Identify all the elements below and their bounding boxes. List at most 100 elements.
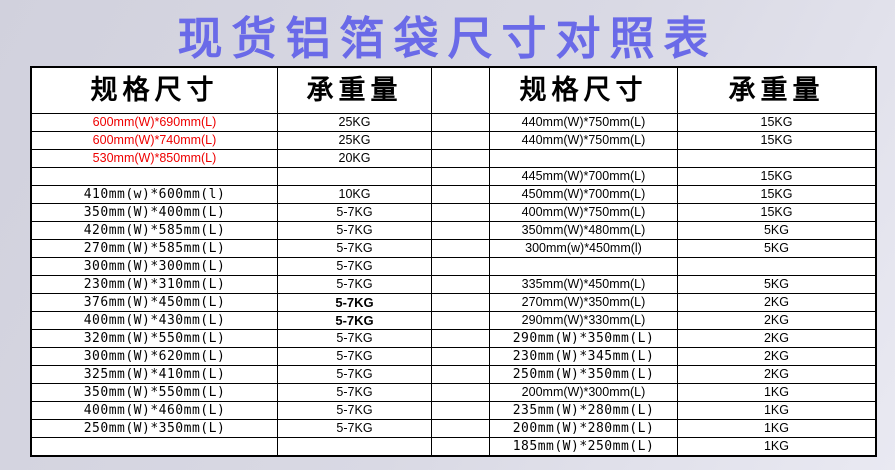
spec-cell-left: 300mm(W)*300mm(L) bbox=[32, 258, 277, 275]
header-weight-left: 承重量 bbox=[278, 68, 431, 113]
header-gap-cell bbox=[432, 68, 489, 113]
gap-cell bbox=[432, 438, 489, 455]
weight-cell-right: 2KG bbox=[678, 312, 875, 329]
spec-cell-left: 400mm(W)*460mm(L) bbox=[32, 402, 277, 419]
gap-cell bbox=[432, 312, 489, 329]
header-spec-left: 规格尺寸 bbox=[32, 68, 277, 113]
spec-cell-right: 440mm(W)*750mm(L) bbox=[490, 114, 677, 131]
weight-cell-right: 15KG bbox=[678, 186, 875, 203]
spec-cell-right bbox=[490, 150, 677, 167]
weight-cell-left: 5-7KG bbox=[278, 276, 431, 293]
gap-cell bbox=[432, 240, 489, 257]
spec-cell-left: 410mm(w)*600mm(l) bbox=[32, 186, 277, 203]
weight-cell-left: 10KG bbox=[278, 186, 431, 203]
spec-cell-left: 600mm(W)*740mm(L) bbox=[32, 132, 277, 149]
spec-cell-left: 270mm(W)*585mm(L) bbox=[32, 240, 277, 257]
weight-cell-left: 5-7KG bbox=[278, 240, 431, 257]
spec-cell-left bbox=[32, 168, 277, 185]
weight-cell-right: 5KG bbox=[678, 222, 875, 239]
weight-cell-right: 2KG bbox=[678, 366, 875, 383]
spec-cell-left: 300mm(W)*620mm(L) bbox=[32, 348, 277, 365]
weight-cell-right: 1KG bbox=[678, 420, 875, 437]
weight-cell-left: 20KG bbox=[278, 150, 431, 167]
spec-cell-left: 250mm(W)*350mm(L) bbox=[32, 420, 277, 437]
gap-cell bbox=[432, 132, 489, 149]
weight-cell-left bbox=[278, 438, 431, 455]
spec-cell-right bbox=[490, 258, 677, 275]
spec-cell-right: 250mm(W)*350mm(L) bbox=[490, 366, 677, 383]
header-weight-right: 承重量 bbox=[678, 68, 875, 113]
spec-cell-right: 270mm(W)*350mm(L) bbox=[490, 294, 677, 311]
weight-cell-left: 5-7KG bbox=[278, 312, 431, 329]
weight-cell-left: 25KG bbox=[278, 114, 431, 131]
weight-cell-right: 1KG bbox=[678, 438, 875, 455]
spec-cell-right: 335mm(W)*450mm(L) bbox=[490, 276, 677, 293]
weight-cell-right bbox=[678, 150, 875, 167]
page-title: 现货铝箔袋尺寸对照表 bbox=[177, 13, 718, 64]
gap-cell bbox=[432, 384, 489, 401]
spec-cell-right: 300mm(w)*450mm(l) bbox=[490, 240, 677, 257]
spec-cell-right: 230mm(W)*345mm(L) bbox=[490, 348, 677, 365]
weight-cell-right: 15KG bbox=[678, 114, 875, 131]
spec-cell-left: 230mm(W)*310mm(L) bbox=[32, 276, 277, 293]
weight-cell-right: 2KG bbox=[678, 330, 875, 347]
spec-cell-left: 350mm(W)*550mm(L) bbox=[32, 384, 277, 401]
gap-cell bbox=[432, 330, 489, 347]
spec-cell-right: 440mm(W)*750mm(L) bbox=[490, 132, 677, 149]
gap-cell bbox=[432, 276, 489, 293]
weight-cell-left: 5-7KG bbox=[278, 366, 431, 383]
weight-cell-right: 5KG bbox=[678, 240, 875, 257]
spec-cell-left bbox=[32, 438, 277, 455]
spec-cell-left: 530mm(W)*850mm(L) bbox=[32, 150, 277, 167]
weight-cell-left: 5-7KG bbox=[278, 330, 431, 347]
spec-cell-left: 420mm(W)*585mm(L) bbox=[32, 222, 277, 239]
weight-cell-right: 15KG bbox=[678, 168, 875, 185]
weight-cell-left: 5-7KG bbox=[278, 258, 431, 275]
spec-cell-left: 376mm(W)*450mm(L) bbox=[32, 294, 277, 311]
header-spec-right: 规格尺寸 bbox=[490, 68, 677, 113]
weight-cell-right bbox=[678, 258, 875, 275]
gap-cell bbox=[432, 366, 489, 383]
weight-cell-right: 15KG bbox=[678, 204, 875, 221]
gap-cell bbox=[432, 420, 489, 437]
spec-cell-right: 290mm(W)*350mm(L) bbox=[490, 330, 677, 347]
spec-cell-left: 350mm(W)*400mm(L) bbox=[32, 204, 277, 221]
spec-cell-right: 450mm(W)*700mm(L) bbox=[490, 186, 677, 203]
weight-cell-left: 5-7KG bbox=[278, 294, 431, 311]
gap-cell bbox=[432, 294, 489, 311]
spec-cell-right: 445mm(W)*700mm(L) bbox=[490, 168, 677, 185]
weight-cell-left: 5-7KG bbox=[278, 222, 431, 239]
gap-cell bbox=[432, 168, 489, 185]
spec-cell-right: 200mm(W)*280mm(L) bbox=[490, 420, 677, 437]
weight-cell-right: 2KG bbox=[678, 294, 875, 311]
weight-cell-right: 1KG bbox=[678, 402, 875, 419]
spec-cell-left: 600mm(W)*690mm(L) bbox=[32, 114, 277, 131]
spec-cell-right: 400mm(W)*750mm(L) bbox=[490, 204, 677, 221]
size-table: 规格尺寸 承重量 规格尺寸 承重量 600mm(W)*690mm(L) 25KG 4… bbox=[30, 66, 877, 457]
gap-cell bbox=[432, 348, 489, 365]
gap-cell bbox=[432, 258, 489, 275]
weight-cell-left: 5-7KG bbox=[278, 384, 431, 401]
spec-cell-right: 235mm(W)*280mm(L) bbox=[490, 402, 677, 419]
weight-cell-left: 5-7KG bbox=[278, 420, 431, 437]
weight-cell-left: 5-7KG bbox=[278, 402, 431, 419]
gap-cell bbox=[432, 114, 489, 131]
gap-cell bbox=[432, 222, 489, 239]
weight-cell-left bbox=[278, 168, 431, 185]
gap-cell bbox=[432, 186, 489, 203]
weight-cell-left: 25KG bbox=[278, 132, 431, 149]
spec-cell-left: 320mm(W)*550mm(L) bbox=[32, 330, 277, 347]
spec-cell-right: 200mm(W)*300mm(L) bbox=[490, 384, 677, 401]
spec-cell-right: 185mm(W)*250mm(L) bbox=[490, 438, 677, 455]
weight-cell-right: 2KG bbox=[678, 348, 875, 365]
weight-cell-right: 5KG bbox=[678, 276, 875, 293]
spec-cell-right: 350mm(W)*480mm(L) bbox=[490, 222, 677, 239]
weight-cell-right: 15KG bbox=[678, 132, 875, 149]
weight-cell-left: 5-7KG bbox=[278, 204, 431, 221]
weight-cell-right: 1KG bbox=[678, 384, 875, 401]
spec-cell-left: 400mm(W)*430mm(L) bbox=[32, 312, 277, 329]
weight-cell-left: 5-7KG bbox=[278, 348, 431, 365]
spec-cell-left: 325mm(W)*410mm(L) bbox=[32, 366, 277, 383]
spec-cell-right: 290mm(W)*330mm(L) bbox=[490, 312, 677, 329]
